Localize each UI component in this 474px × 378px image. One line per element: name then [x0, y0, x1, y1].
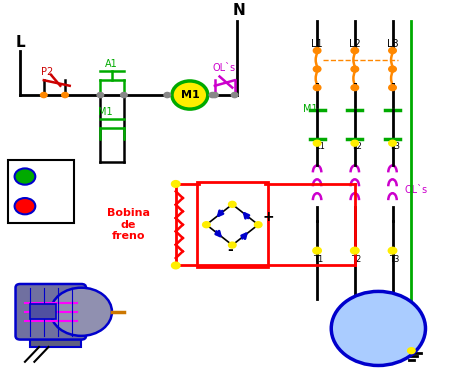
Text: A1: A1 [105, 59, 118, 69]
Circle shape [228, 201, 236, 207]
Circle shape [62, 93, 68, 98]
Circle shape [313, 247, 321, 254]
Text: OL`s: OL`s [404, 185, 428, 195]
Circle shape [351, 48, 358, 54]
Text: OL`s: OL`s [212, 63, 236, 73]
Circle shape [313, 66, 321, 72]
Circle shape [231, 93, 238, 98]
Circle shape [164, 93, 171, 98]
Circle shape [51, 288, 112, 336]
Text: L2: L2 [353, 142, 362, 151]
Circle shape [389, 66, 396, 72]
Circle shape [202, 222, 210, 228]
Text: +: + [263, 210, 274, 224]
Circle shape [389, 48, 396, 54]
Circle shape [120, 93, 127, 98]
Circle shape [351, 85, 358, 91]
Text: P2: P2 [41, 67, 54, 77]
Circle shape [389, 85, 396, 91]
Circle shape [331, 291, 426, 366]
Text: -: - [228, 243, 233, 257]
FancyBboxPatch shape [16, 284, 86, 339]
Text: L1: L1 [311, 39, 323, 49]
Circle shape [97, 93, 104, 98]
Text: L3: L3 [387, 39, 399, 49]
Circle shape [40, 93, 47, 98]
Text: L2: L2 [349, 39, 361, 49]
Text: P2: P2 [41, 202, 54, 212]
FancyBboxPatch shape [9, 160, 74, 223]
Text: T2: T2 [351, 255, 361, 264]
Circle shape [313, 140, 321, 146]
Circle shape [209, 93, 216, 98]
Circle shape [408, 348, 415, 354]
Circle shape [15, 168, 36, 185]
Circle shape [388, 247, 397, 254]
Text: M1: M1 [98, 107, 113, 118]
Circle shape [351, 66, 358, 72]
Circle shape [172, 181, 180, 187]
Circle shape [313, 85, 321, 91]
Text: N: N [232, 3, 245, 19]
Text: M1: M1 [182, 90, 200, 100]
Text: T1: T1 [313, 255, 324, 264]
Circle shape [351, 247, 359, 254]
Circle shape [211, 93, 218, 98]
Circle shape [15, 198, 36, 214]
Text: L: L [16, 35, 25, 50]
FancyBboxPatch shape [30, 304, 55, 319]
Circle shape [172, 81, 208, 109]
Circle shape [228, 242, 236, 248]
Text: Bobina
de
freno: Bobina de freno [107, 208, 150, 241]
Text: L1: L1 [315, 142, 325, 151]
Circle shape [351, 140, 358, 146]
FancyBboxPatch shape [197, 182, 268, 267]
Text: A1: A1 [41, 172, 54, 182]
Text: M1: M1 [303, 104, 318, 114]
Text: T3: T3 [389, 255, 399, 264]
FancyBboxPatch shape [30, 332, 81, 347]
Circle shape [172, 262, 180, 269]
Circle shape [255, 222, 262, 228]
Circle shape [313, 48, 321, 54]
Circle shape [389, 140, 396, 146]
Text: L3: L3 [390, 142, 400, 151]
